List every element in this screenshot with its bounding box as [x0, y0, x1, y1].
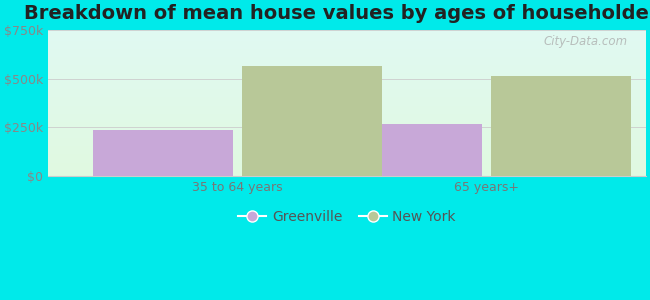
- Legend: Greenville, New York: Greenville, New York: [233, 205, 462, 230]
- Bar: [93, 130, 233, 176]
- Bar: [342, 124, 482, 176]
- Title: Breakdown of mean house values by ages of householders: Breakdown of mean house values by ages o…: [24, 4, 650, 23]
- Bar: [491, 76, 631, 176]
- Text: City-Data.com: City-Data.com: [544, 34, 628, 48]
- Bar: [242, 66, 382, 176]
